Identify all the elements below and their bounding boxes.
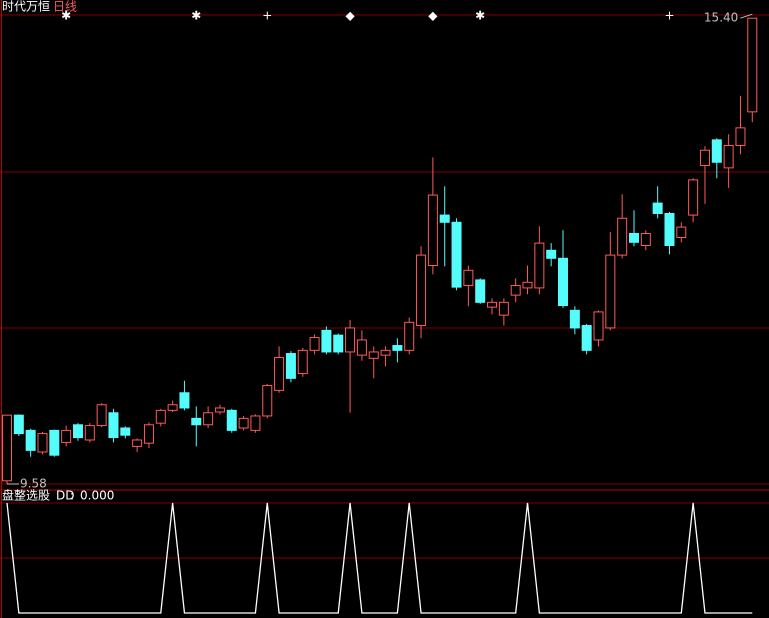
stock-name: 时代万恒: [2, 0, 50, 14]
candle-body: [203, 412, 214, 426]
candle-body: [262, 385, 273, 417]
candle-body: [368, 351, 379, 359]
candle-body: [226, 409, 237, 431]
candle-body: [699, 149, 710, 166]
candle-body: [522, 281, 533, 289]
candle-body: [439, 214, 450, 223]
candle-body: [238, 417, 249, 429]
indicator-line: [6, 502, 753, 614]
candle-body: [61, 429, 72, 443]
candle-body: [356, 339, 367, 356]
candle-body: [297, 349, 308, 375]
candle-body: [581, 325, 592, 351]
candle-body: [475, 279, 486, 303]
candle-body: [96, 404, 107, 427]
candle-body: [84, 425, 95, 441]
candle-body: [345, 327, 356, 353]
candle-body: [191, 417, 202, 426]
candle-body: [652, 202, 663, 214]
candle-body: [628, 232, 639, 243]
candle-body: [510, 285, 521, 296]
candle-body: [333, 334, 344, 353]
candle-body: [13, 414, 24, 435]
candle-body: [735, 127, 746, 146]
candle-body: [285, 353, 296, 379]
candle-body: [688, 179, 699, 216]
candle-body: [534, 242, 545, 289]
candle-body: [487, 301, 498, 308]
candle-body: [214, 407, 225, 413]
candle-body: [676, 226, 687, 238]
candle-body: [155, 409, 166, 424]
candle-body: [72, 424, 83, 439]
candle-body: [593, 311, 604, 341]
candle-body: [451, 221, 462, 288]
signal-marker: +: [664, 9, 674, 23]
candle-body: [427, 194, 438, 267]
candle-body: [132, 439, 143, 447]
arrow: [740, 13, 753, 19]
candle-body: [167, 404, 178, 411]
signal-marker: ◆: [345, 9, 355, 23]
readout-value: 0.000: [80, 489, 114, 503]
candle-body: [498, 301, 509, 316]
candle-body: [416, 254, 427, 327]
candle-body: [747, 17, 758, 113]
candle-body: [143, 424, 154, 444]
indicator-title: 盘整选股: [2, 488, 50, 503]
signal-marker: +: [262, 9, 272, 23]
candle-body: [120, 427, 131, 436]
candle-body: [25, 429, 36, 451]
readout-name: DD: [56, 489, 74, 503]
candle-body: [569, 309, 580, 329]
candle-body: [37, 433, 48, 453]
candle-body: [640, 232, 651, 246]
candle-body: [250, 415, 261, 431]
candle-body: [617, 217, 628, 256]
candle-body: [392, 345, 403, 351]
candle-body: [463, 269, 474, 287]
candle-body: [605, 254, 616, 329]
candle-body: [711, 139, 722, 163]
readout-separator: :: [70, 489, 74, 503]
high-label: 15.40: [704, 11, 738, 25]
candle-body: [49, 429, 60, 456]
period: 日线: [53, 0, 77, 14]
candle-body: [404, 321, 415, 351]
signal-marker: ◆: [428, 9, 438, 23]
candle-body: [558, 257, 569, 307]
candle-body: [321, 329, 332, 353]
signal-marker: ✱: [475, 9, 485, 23]
candle-body: [108, 412, 119, 439]
candle-body: [2, 414, 12, 482]
low-label: 9.58: [20, 477, 47, 491]
candle-body: [664, 212, 675, 246]
candle-body: [723, 144, 734, 169]
candle-body: [546, 249, 557, 259]
signal-marker: ✱: [191, 9, 201, 23]
candle-body: [274, 357, 285, 391]
candle-body: [179, 392, 190, 409]
signal-marker: ✱: [61, 9, 71, 23]
candle-body: [380, 349, 391, 356]
candle-body: [309, 337, 320, 351]
